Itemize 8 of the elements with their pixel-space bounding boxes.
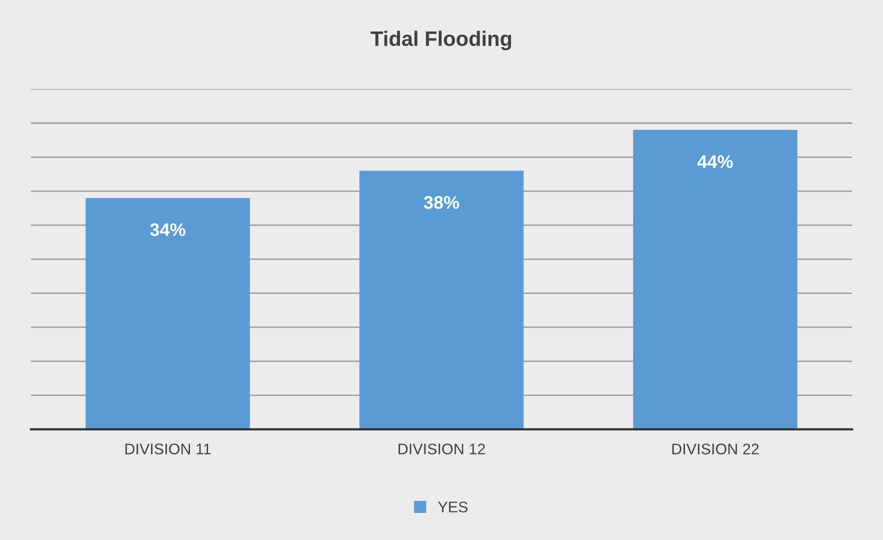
x-tick-label: DIVISION 22 [672,444,759,454]
x-tick-label: DIVISION 11 [125,444,211,454]
chart-title: Tidal Flooding [370,30,512,50]
data-label: 34% [150,223,186,236]
legend-label: YES [438,502,468,512]
x-tick-label: DIVISION 12 [398,444,485,454]
data-label: 44% [697,155,733,168]
data-label: 38% [424,196,460,209]
